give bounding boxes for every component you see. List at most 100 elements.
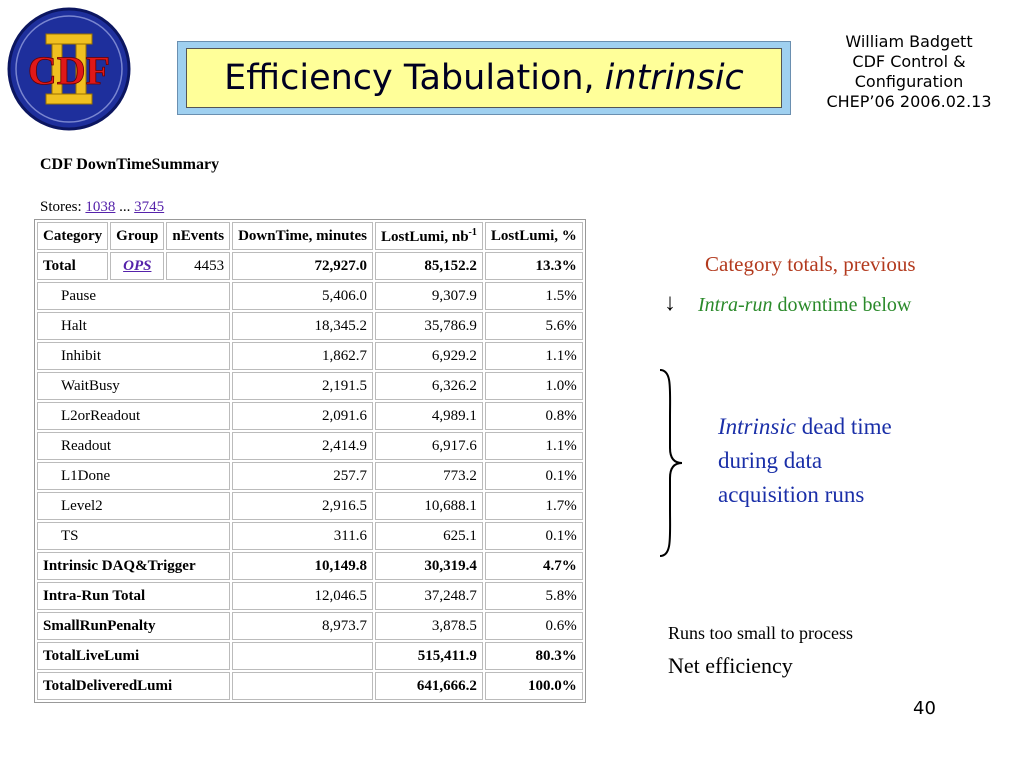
cell-downtime: 1,862.7 (232, 342, 373, 370)
cell-downtime: 10,149.8 (232, 552, 373, 580)
stores-label: Stores: (40, 199, 82, 215)
cell-group[interactable]: OPS (110, 252, 165, 280)
cell-lostlumi: 6,917.6 (375, 432, 483, 460)
stores-separator: ... (119, 199, 131, 215)
cell-lostlumi-pct: 13.3% (484, 252, 583, 280)
cell-lostlumi: 773.2 (375, 462, 483, 490)
cell-lostlumi-pct: 1.5% (484, 282, 583, 310)
net-efficiency-note: Net efficiency (668, 653, 793, 678)
cell-lostlumi: 6,929.2 (375, 342, 483, 370)
right-brace-icon (659, 369, 683, 557)
cell-lostlumi-pct: 0.6% (484, 612, 583, 640)
small-runs-note: Runs too small to process (668, 623, 853, 643)
cell-category: L1Done (37, 462, 231, 490)
stores-line: Stores: 1038 ... 3745 (40, 199, 164, 216)
table-row: L1Done 257.7 773.2 0.1% (37, 462, 583, 490)
cell-downtime: 257.7 (232, 462, 373, 490)
cell-lostlumi-pct: 1.1% (484, 432, 583, 460)
cell-category: Halt (37, 312, 231, 340)
cell-lostlumi-pct: 0.1% (484, 522, 583, 550)
header-downtime: DownTime, minutes (232, 222, 373, 250)
cell-downtime: 12,046.5 (232, 582, 373, 610)
cell-lostlumi: 35,786.9 (375, 312, 483, 340)
table-row: Halt 18,345.2 35,786.9 5.6% (37, 312, 583, 340)
intra-run-rest: downtime below (777, 294, 912, 316)
cell-nevents: 4453 (166, 252, 231, 280)
header-lostlumi-pct: LostLumi, % (484, 222, 583, 250)
author-affiliation-1: CDF Control & (852, 52, 966, 71)
cell-lostlumi-pct: 1.7% (484, 492, 583, 520)
cell-lostlumi: 625.1 (375, 522, 483, 550)
table-row-summary: TotalLiveLumi 515,411.9 80.3% (37, 642, 583, 670)
store-link-last[interactable]: 3745 (134, 199, 165, 215)
table-row: Pause 5,406.0 9,307.9 1.5% (37, 282, 583, 310)
cdf-logo: CDF (7, 7, 131, 131)
cell-category: SmallRunPenalty (37, 612, 231, 640)
group-link-ops[interactable]: OPS (123, 257, 152, 274)
svg-text:CDF: CDF (28, 48, 110, 93)
table-row: L2orReadout 2,091.6 4,989.1 0.8% (37, 402, 583, 430)
table-row-total: Total OPS 4453 72,927.0 85,152.2 13.3% (37, 252, 583, 280)
table-row-summary: Intra-Run Total 12,046.5 37,248.7 5.8% (37, 582, 583, 610)
cell-category: TotalLiveLumi (37, 642, 231, 670)
cell-lostlumi-pct: 80.3% (484, 642, 583, 670)
downtime-table: Category Group nEvents DownTime, minutes… (34, 219, 586, 703)
cell-downtime: 311.6 (232, 522, 373, 550)
cell-lostlumi-pct: 4.7% (484, 552, 583, 580)
table-header-row: Category Group nEvents DownTime, minutes… (37, 222, 583, 250)
cell-lostlumi-pct: 1.1% (484, 342, 583, 370)
title-italic: intrinsic (604, 58, 744, 98)
intra-run-note: Intra-run downtime below (698, 294, 911, 317)
cell-category: Inhibit (37, 342, 231, 370)
cell-category: Level2 (37, 492, 231, 520)
header-lostlumi-sup: -1 (468, 226, 477, 238)
table-row: Level2 2,916.5 10,688.1 1.7% (37, 492, 583, 520)
intrinsic-rest: dead time (801, 414, 892, 439)
cell-lostlumi-pct: 0.8% (484, 402, 583, 430)
cell-downtime: 2,091.6 (232, 402, 373, 430)
cell-category: Intra-Run Total (37, 582, 231, 610)
cell-category: WaitBusy (37, 372, 231, 400)
title-banner: Efficiency Tabulation, intrinsic (177, 41, 791, 115)
down-arrow-icon: ↓ (664, 290, 676, 316)
table-row-summary: Intrinsic DAQ&Trigger 10,149.8 30,319.4 4.7… (37, 552, 583, 580)
cell-lostlumi: 4,989.1 (375, 402, 483, 430)
author-conference: CHEP’06 2006.02.13 (826, 92, 992, 111)
cell-category: Pause (37, 282, 231, 310)
cell-lostlumi: 30,319.4 (375, 552, 483, 580)
author-block: William Badgett CDF Control & Configurat… (804, 32, 1014, 112)
page-number: 40 (913, 698, 936, 719)
cell-downtime: 2,191.5 (232, 372, 373, 400)
cell-downtime (232, 642, 373, 670)
summary-title: CDF DownTimeSummary (40, 156, 220, 173)
store-link-first[interactable]: 1038 (85, 199, 116, 215)
cell-downtime: 18,345.2 (232, 312, 373, 340)
table-row-summary: TotalDeliveredLumi 641,666.2 100.0% (37, 672, 583, 700)
cell-category: TS (37, 522, 231, 550)
intrinsic-line-3: acquisition runs (718, 482, 865, 507)
cell-lostlumi: 85,152.2 (375, 252, 483, 280)
category-totals-note: Category totals, previous (705, 252, 916, 276)
intrinsic-line-1: Intrinsic dead time (718, 410, 958, 444)
cell-downtime: 2,916.5 (232, 492, 373, 520)
cell-downtime: 2,414.9 (232, 432, 373, 460)
cell-lostlumi-pct: 0.1% (484, 462, 583, 490)
cell-lostlumi: 10,688.1 (375, 492, 483, 520)
author-affiliation-2: Configuration (854, 72, 964, 91)
header-group: Group (110, 222, 165, 250)
cell-downtime (232, 672, 373, 700)
header-lostlumi: LostLumi, nb-1 (375, 222, 483, 250)
intrinsic-line-2: during data (718, 448, 823, 473)
header-category: Category (37, 222, 109, 250)
cell-downtime: 5,406.0 (232, 282, 373, 310)
cell-downtime: 72,927.0 (232, 252, 373, 280)
cell-category: Readout (37, 432, 231, 460)
intrinsic-note: Intrinsic dead time during data acquisit… (718, 410, 958, 512)
cell-lostlumi: 3,878.5 (375, 612, 483, 640)
cell-category: Total (37, 252, 109, 280)
cell-lostlumi-pct: 100.0% (484, 672, 583, 700)
title-main: Efficiency Tabulation, (224, 58, 595, 98)
cell-category: L2orReadout (37, 402, 231, 430)
author-name: William Badgett (845, 32, 973, 51)
cell-lostlumi-pct: 5.8% (484, 582, 583, 610)
